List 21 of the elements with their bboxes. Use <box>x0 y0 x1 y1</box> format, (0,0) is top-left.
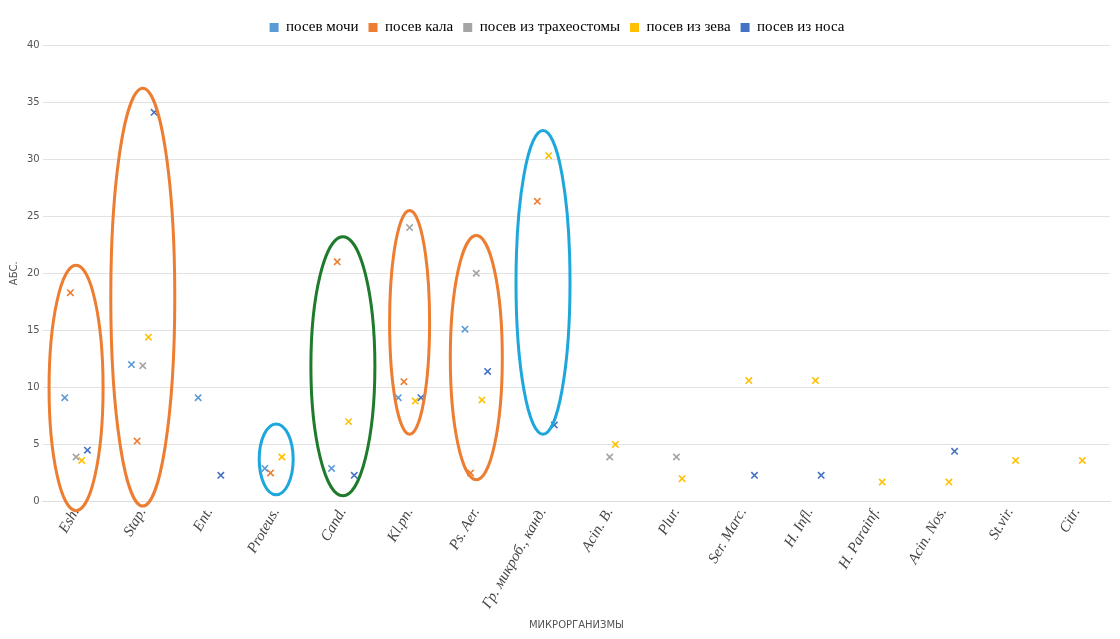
legend-label: посев кала <box>385 18 454 35</box>
legend-label: посев из зева <box>646 18 731 35</box>
y-axis-title: АБС. <box>7 261 19 286</box>
legend-label: посев мочи <box>286 18 359 35</box>
y-tick-label: 30 <box>26 152 40 164</box>
x-tick-label: Esh. <box>54 504 83 537</box>
y-tick-label: 25 <box>26 209 40 221</box>
x-tick-label: Citr. <box>1055 504 1083 536</box>
legend-label: посев из носа <box>757 18 845 35</box>
y-tick-label: 0 <box>33 495 40 507</box>
x-tick-label: Ps. Aer. <box>444 504 483 554</box>
y-tick-label: 5 <box>33 438 40 450</box>
legend-label: посев из трахеостомы <box>479 18 621 35</box>
y-tick-label: 35 <box>26 95 40 107</box>
y-tick-label: 10 <box>26 380 40 392</box>
x-tick-label: H. Infl. <box>780 504 816 551</box>
y-tick-label: 40 <box>26 38 40 50</box>
x-axis-title: МИКРОРГАНИЗМЫ <box>528 618 624 630</box>
y-tick-label: 20 <box>26 266 40 278</box>
y-tick-label: 15 <box>26 323 40 335</box>
x-tick-label: Ent. <box>188 504 216 535</box>
